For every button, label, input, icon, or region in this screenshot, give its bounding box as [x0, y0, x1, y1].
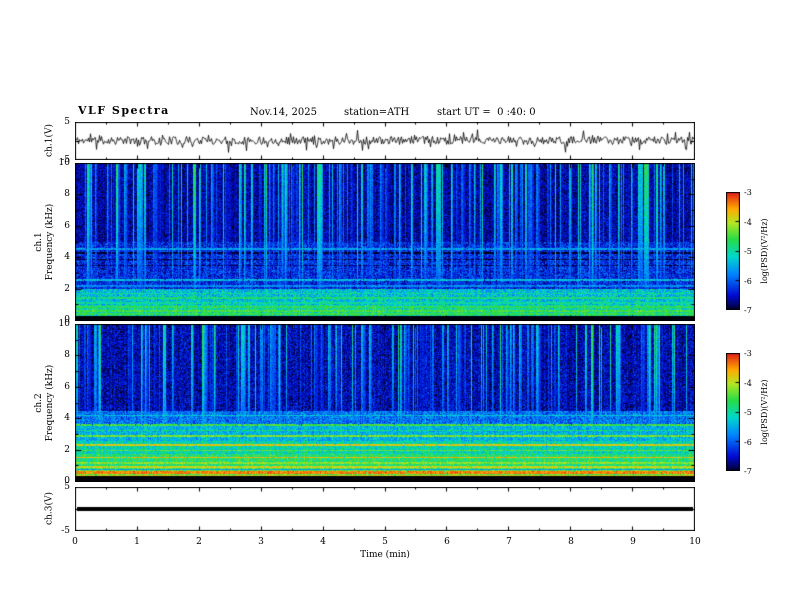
cbar1-tick: -6 [744, 277, 752, 286]
plot-title: VLF Spectra [78, 104, 170, 117]
x-tick-label: 5 [382, 537, 388, 547]
x-tick-label: 10 [689, 537, 701, 547]
x-tick-label: 7 [506, 537, 512, 547]
ch1-spec-ytick-6: 6 [64, 221, 70, 231]
cbar1-tick: -5 [744, 247, 752, 256]
cbar2-tick: -5 [744, 408, 752, 417]
ch3-wave-ytick-max: 5 [64, 482, 70, 492]
ch2-spec-ytick-4: 4 [64, 413, 70, 423]
ch1-spec-ytick-10: 10 [58, 158, 70, 168]
cbar2-tick: -4 [744, 379, 752, 388]
ch1-spec-ytick-8: 8 [64, 189, 70, 199]
x-tick-label: 2 [196, 537, 202, 547]
cbar1-tick: -3 [744, 188, 752, 197]
station-label: station=ATH [344, 107, 410, 118]
x-tick-label: 1 [134, 537, 140, 547]
cbar2-label: log(PSD)(V²/Hz) [760, 379, 769, 445]
x-tick-label: 4 [320, 537, 326, 547]
ch2-spec-ylabel-channel: ch.2 [34, 393, 44, 413]
cbar2-tick: -7 [744, 467, 752, 476]
ch2-spec-ytick-2: 2 [64, 445, 70, 455]
ch1-wave-ylabel: ch.1(V) [44, 124, 55, 157]
ch2-spec-ylabel-axis: Frequency (kHz) [45, 364, 55, 442]
ch1-spec-ytick-4: 4 [64, 252, 70, 262]
x-axis-title: Time (min) [360, 550, 410, 560]
ch3-wave-ytick-min: -5 [61, 526, 70, 536]
ch1-spec-ylabel-axis: Frequency (kHz) [45, 203, 55, 281]
ch2-spec-ytick-0: 0 [64, 476, 70, 486]
ch1-wave-ytick-min: -5 [61, 155, 70, 165]
ch1-colorbar [726, 192, 740, 310]
ch1-spec-ylabel: ch.1 Frequency (kHz) [34, 187, 56, 297]
plot-date: Nov.14, 2025 [250, 107, 317, 118]
cbar2-tick: -3 [744, 349, 752, 358]
ch1-wave-ytick-max: 5 [64, 117, 70, 127]
x-tick-label: 3 [258, 537, 264, 547]
ch2-colorbar [726, 353, 740, 471]
ch2-spec-ytick-8: 8 [64, 350, 70, 360]
ch1-spec-ylabel-channel: ch.1 [34, 232, 44, 252]
x-tick-label: 6 [444, 537, 450, 547]
x-tick-label: 9 [630, 537, 636, 547]
ch2-spec-ylabel: ch.2 Frequency (kHz) [34, 348, 56, 458]
ch2-spec-ytick-10: 10 [58, 319, 70, 329]
ch3-wave-ylabel: ch.3(V) [44, 492, 55, 525]
ch2-spectrogram-plot [75, 324, 695, 482]
ch1-waveform-plot [75, 122, 695, 160]
ch1-spectrogram-plot [75, 163, 695, 321]
start-ut-label: start UT = 0 :40: 0 [437, 107, 536, 118]
cbar1-tick: -7 [744, 306, 752, 315]
ch2-spec-ytick-6: 6 [64, 382, 70, 392]
ch1-spec-ytick-2: 2 [64, 284, 70, 294]
x-tick-label: 0 [72, 537, 78, 547]
x-tick-label: 8 [568, 537, 574, 547]
cbar1-label: log(PSD)(V²/Hz) [760, 218, 769, 284]
ch1-spec-ytick-0: 0 [64, 315, 70, 325]
ch3-waveform-plot [75, 487, 695, 531]
cbar2-tick: -6 [744, 438, 752, 447]
cbar1-tick: -4 [744, 218, 752, 227]
